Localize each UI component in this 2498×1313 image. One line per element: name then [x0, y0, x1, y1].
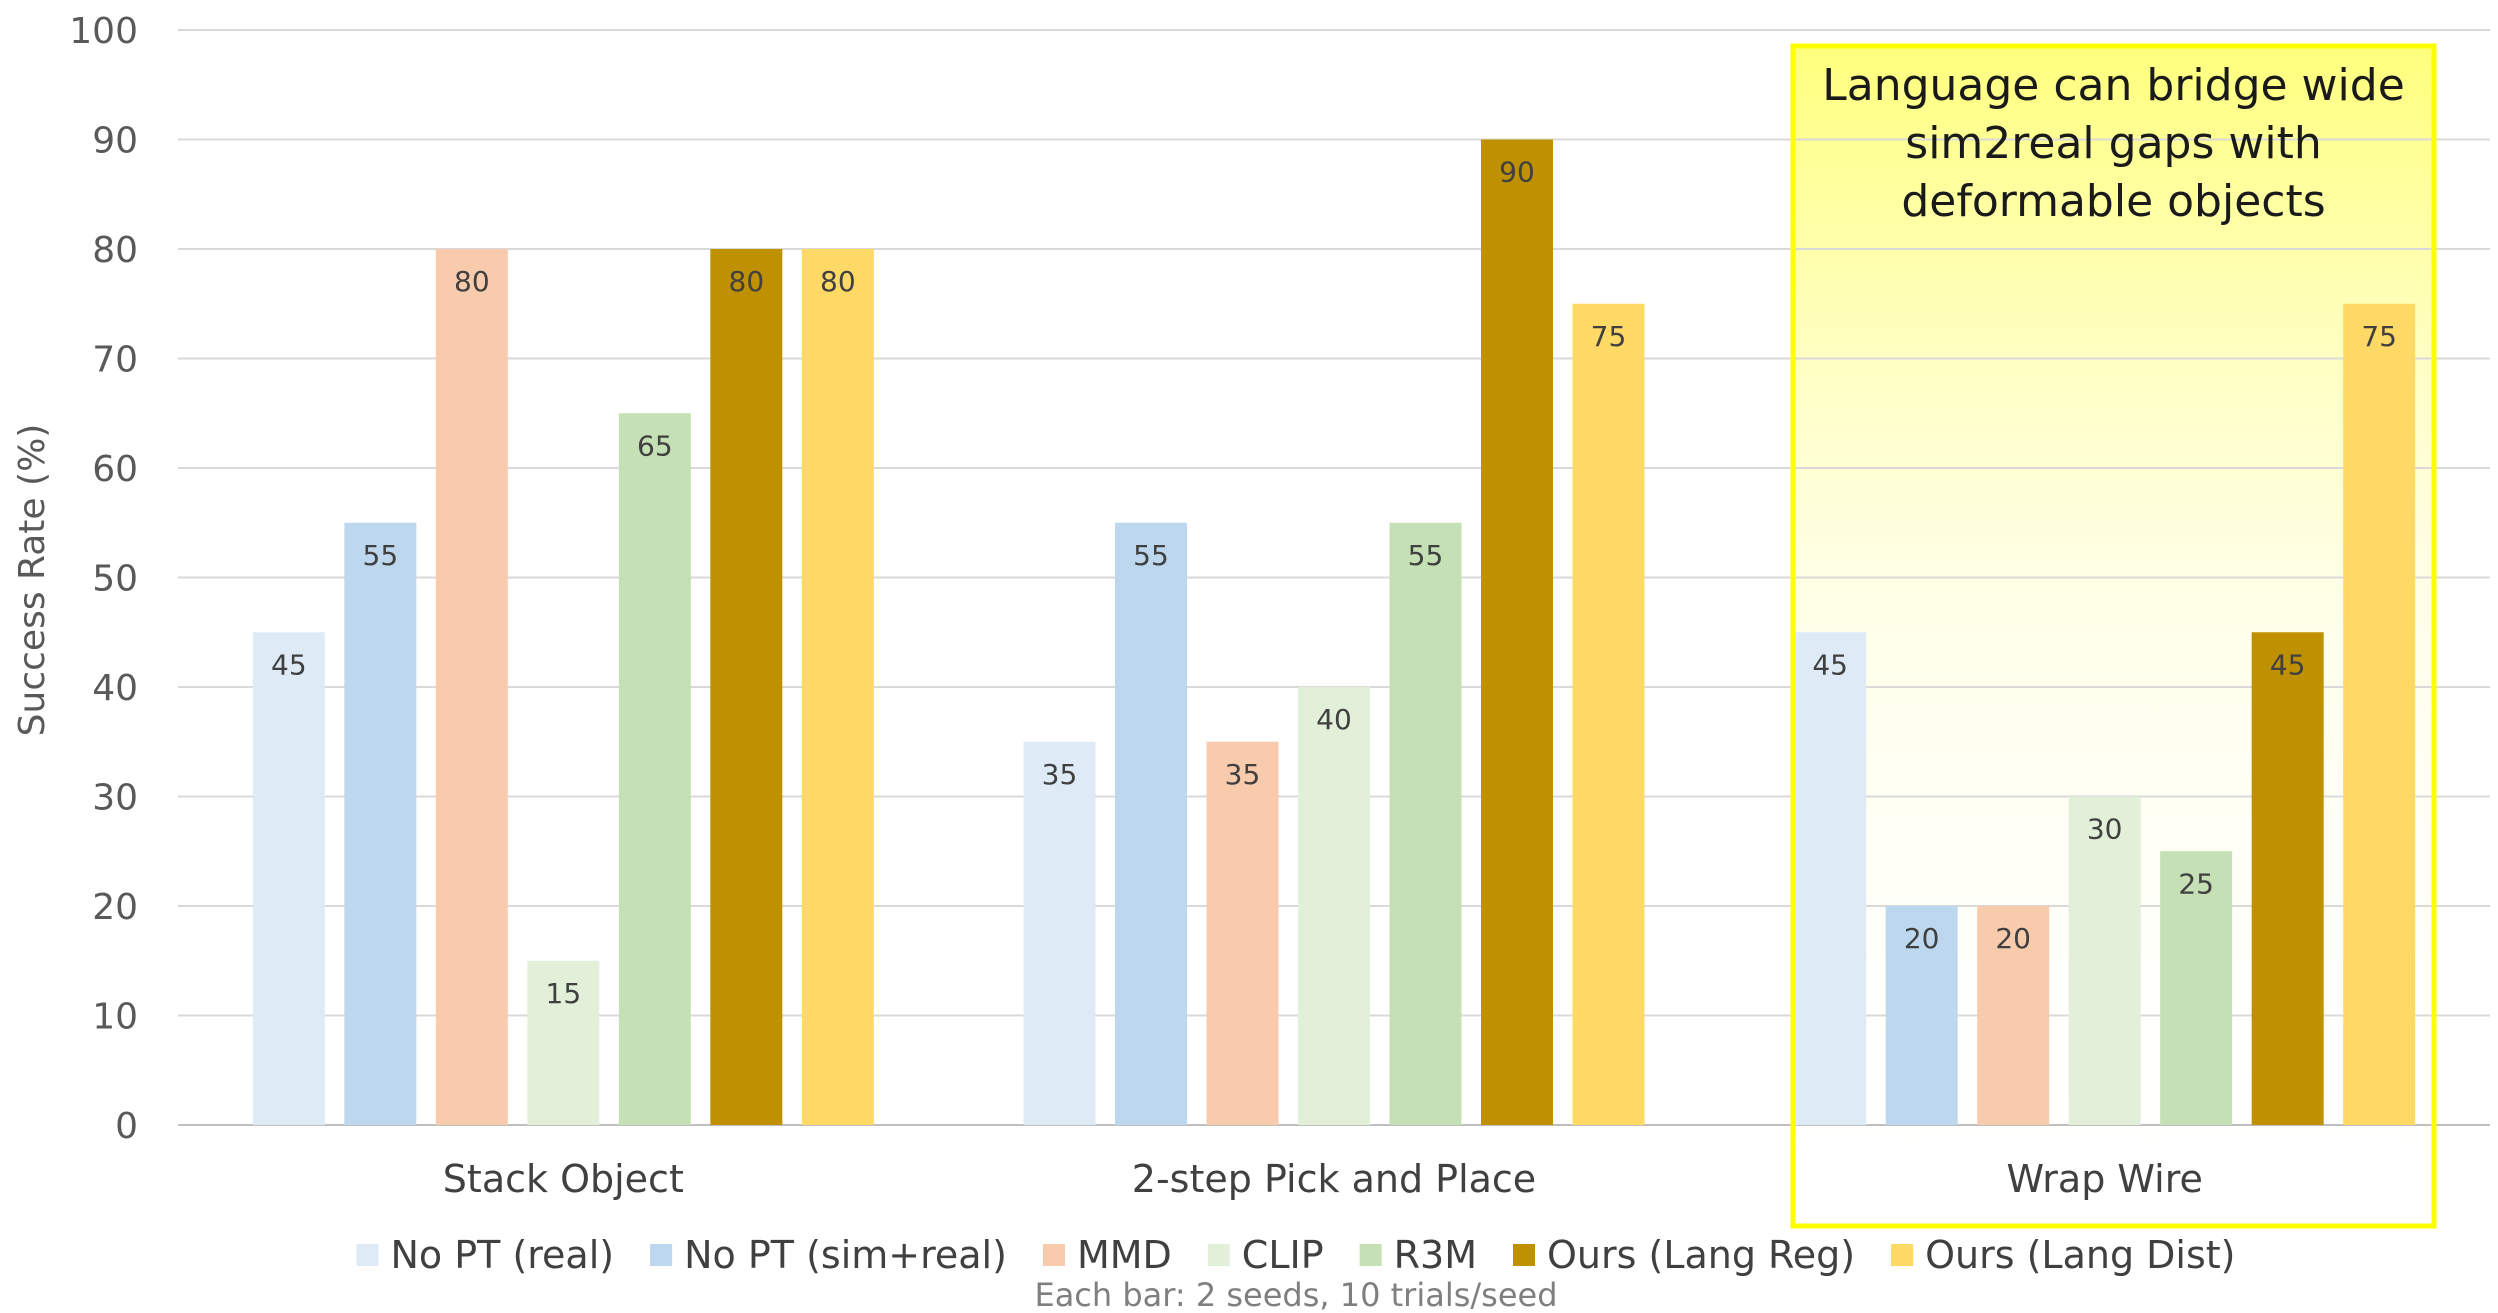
callout-text: sim2real gaps with: [1905, 118, 2321, 169]
data-label: 40: [1316, 703, 1352, 736]
data-label: 75: [2361, 320, 2397, 353]
legend-swatch: [356, 1244, 379, 1266]
data-label: 35: [1225, 758, 1261, 791]
category-label: 2-step Pick and Place: [1132, 1157, 1536, 1201]
data-label: 75: [1591, 320, 1627, 353]
legend-item: MMD: [1042, 1233, 1172, 1277]
data-label: 45: [271, 648, 307, 681]
data-label: 15: [546, 977, 582, 1010]
callout-text: Language can bridge wide: [1822, 60, 2405, 111]
legend-item: CLIP: [1207, 1233, 1324, 1277]
bar: [252, 632, 325, 1125]
data-label: 30: [2087, 813, 2123, 846]
bar: [1572, 303, 1645, 1125]
axes: 0 10 20 30 40 50 60 70 80 90 100 Stack Object 2-step…: [69, 11, 2203, 1201]
bars: [252, 139, 2416, 1125]
data-label: 80: [820, 265, 856, 298]
bar: [2068, 796, 2141, 1125]
legend-label: Ours (Lang Dist): [1925, 1233, 2235, 1277]
bar: [1115, 522, 1187, 1125]
data-label: 35: [1042, 758, 1078, 791]
y-tick-label: 20: [92, 887, 138, 928]
data-label: 20: [1995, 922, 2031, 955]
legend: No PT (real) No PT (sim+real) MMD CLIP R3M Ou…: [356, 1233, 2236, 1277]
category-label: Stack Object: [443, 1157, 684, 1201]
legend-item: Ours (Lang Reg): [1513, 1233, 1855, 1277]
bar: [1885, 906, 1958, 1125]
legend-label: No PT (sim+real): [684, 1233, 1007, 1277]
data-label: 45: [1812, 648, 1848, 681]
category-label: Wrap Wire: [2006, 1157, 2202, 1201]
y-tick-label: 80: [92, 230, 138, 271]
legend-swatch: [1359, 1244, 1382, 1266]
bar: [1206, 741, 1279, 1125]
legend-item: Ours (Lang Dist): [1891, 1233, 2236, 1277]
legend-swatch: [1513, 1244, 1536, 1266]
legend-swatch: [650, 1244, 673, 1266]
bar: [801, 249, 874, 1125]
y-tick-label: 90: [92, 121, 138, 162]
data-labels: 45 55 80 15 65 80 80 35 55 35 40 55 90 75 45 20 20 30 25 45…: [271, 156, 2397, 1010]
chart-note: Each bar: 2 seeds, 10 trials/seed: [1034, 1276, 1557, 1313]
y-tick-label: 0: [115, 1106, 138, 1147]
bar: [1298, 687, 1370, 1125]
legend-swatch: [1891, 1244, 1914, 1266]
y-tick-label: 100: [69, 11, 138, 52]
y-tick-label: 30: [92, 778, 138, 819]
data-label: 80: [454, 265, 490, 298]
y-axis-title: Success Rate (%): [12, 424, 53, 737]
y-tick-label: 70: [92, 340, 138, 381]
data-label: 20: [1904, 922, 1940, 955]
bar: [2343, 303, 2416, 1125]
bar: [435, 249, 508, 1125]
y-tick-label: 40: [92, 668, 138, 709]
data-label: 65: [637, 429, 673, 462]
y-tick-label: 60: [92, 449, 138, 490]
data-label: 55: [1133, 539, 1169, 572]
bar: [1023, 741, 1096, 1125]
callout-text: deformable objects: [1901, 176, 2325, 227]
bar: [344, 522, 417, 1125]
callout-box: [1790, 43, 2437, 1229]
bar: [2251, 632, 2324, 1125]
bar: [2160, 851, 2233, 1125]
data-label: 45: [2270, 648, 2306, 681]
callout: Language can bridge wide sim2real gaps wi…: [1790, 43, 2437, 1229]
bar: [1977, 906, 2050, 1125]
bar: [1481, 139, 1553, 1125]
data-label: 80: [729, 265, 765, 298]
legend-item: R3M: [1359, 1233, 1477, 1277]
y-tick-label: 50: [92, 559, 138, 600]
bar: [527, 960, 600, 1125]
legend-label: No PT (real): [390, 1233, 614, 1277]
legend-label: Ours (Lang Reg): [1547, 1233, 1855, 1277]
data-label: 90: [1499, 156, 1535, 189]
data-label: 55: [1408, 539, 1444, 572]
bar: [1389, 522, 1462, 1125]
data-label: 25: [2178, 867, 2214, 900]
bar: [618, 413, 691, 1125]
legend-label: R3M: [1394, 1233, 1477, 1277]
legend-item: No PT (real): [356, 1233, 614, 1277]
legend-item: No PT (sim+real): [650, 1233, 1007, 1277]
legend-swatch: [1042, 1244, 1065, 1266]
bar: [1794, 632, 1867, 1125]
legend-label: CLIP: [1242, 1233, 1324, 1277]
data-label: 55: [363, 539, 399, 572]
bar: [710, 249, 783, 1125]
y-tick-label: 10: [92, 997, 138, 1038]
legend-label: MMD: [1077, 1233, 1172, 1277]
legend-swatch: [1207, 1244, 1230, 1266]
